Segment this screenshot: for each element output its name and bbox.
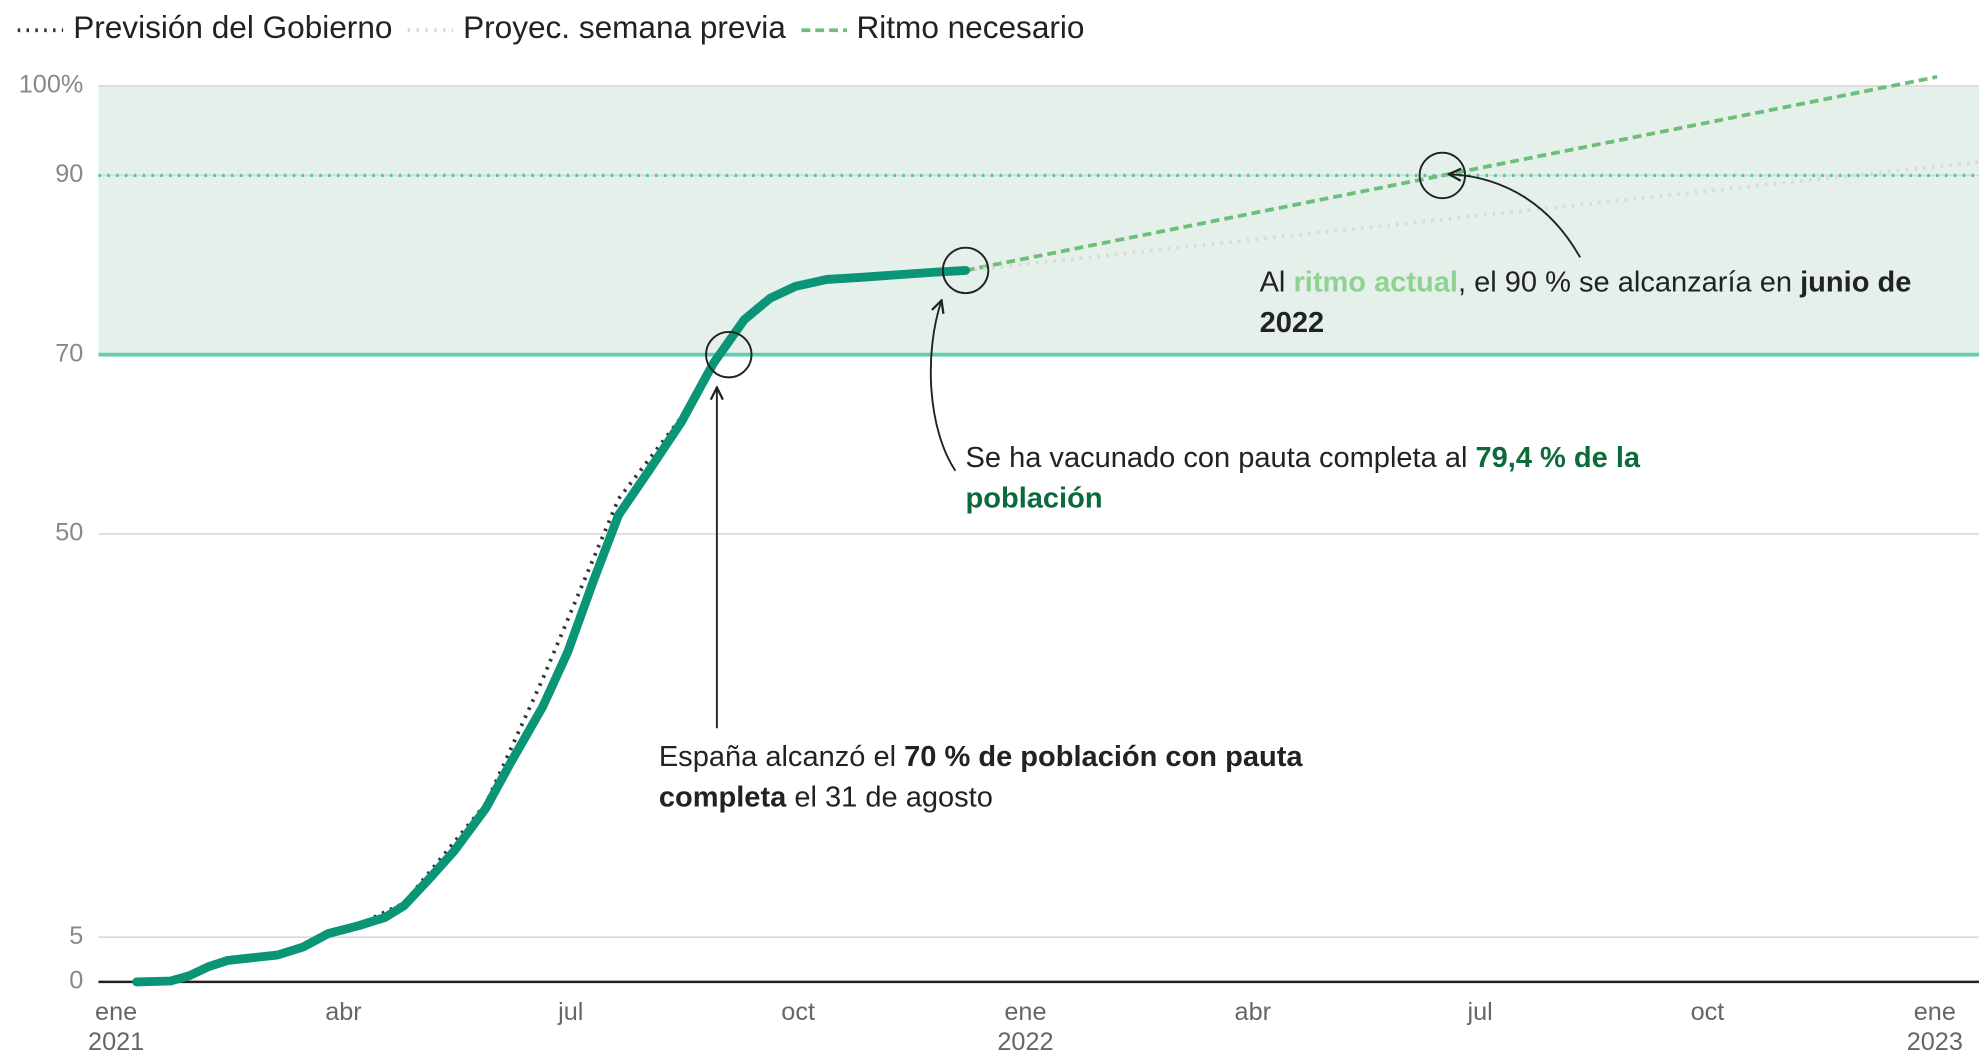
legend-swatch <box>800 28 847 33</box>
legend-label: Proyec. semana previa <box>463 10 786 46</box>
annotation-text: , el 90 % se alcanzaría en <box>1458 265 1801 298</box>
annotation-text: 79,4 % de la población <box>965 440 1641 514</box>
x-tick-label: abr <box>325 998 362 1027</box>
y-tick-label: 90 <box>55 160 83 188</box>
annotation-text: Al <box>1259 265 1294 298</box>
annotation-text: España alcanzó el <box>658 739 905 773</box>
y-tick-label: 0 <box>69 967 83 995</box>
y-tick-label: 70 <box>55 339 83 367</box>
y-tick-label: 100% <box>19 70 84 98</box>
annotation-text: el 31 de agosto <box>786 779 993 813</box>
annotation: Al ritmo actual, el 90 % se alcanzaría e… <box>1260 261 1942 342</box>
y-tick-label: 5 <box>69 922 83 950</box>
y-tick-label: 50 <box>55 519 83 547</box>
series-line <box>965 160 1979 273</box>
annotation-text: junio de 2022 <box>1259 265 1912 339</box>
x-tick-label: oct <box>781 998 815 1027</box>
highlight-circle <box>705 330 753 379</box>
x-tick-label: jul <box>1467 998 1493 1027</box>
x-tick-label: abr <box>1234 998 1272 1027</box>
legend-swatch <box>17 28 64 33</box>
annotation-text: 70 % de población con pauta completa <box>658 739 1303 813</box>
annotation: Se ha vacunado con pauta completa al 79,… <box>966 437 1711 518</box>
annotation-text: Se ha vacunado con pauta completa al <box>965 440 1476 474</box>
legend-swatch <box>407 28 453 33</box>
series-line <box>132 266 971 987</box>
x-tick-label: ene 2021 <box>88 998 145 1057</box>
highlight-circle <box>941 246 990 295</box>
x-tick-label: ene 2023 <box>1906 998 1963 1057</box>
legend-label: Ritmo necesario <box>856 10 1085 46</box>
x-tick-label: ene 2022 <box>997 998 1054 1057</box>
x-tick-label: jul <box>558 998 584 1027</box>
annotation-text: ritmo actual <box>1293 265 1459 298</box>
annotation: España alcanzó el 70 % de población con … <box>659 736 1378 817</box>
x-tick-label: oct <box>1690 998 1725 1027</box>
arrow <box>1449 174 1581 258</box>
series-line <box>965 75 1938 273</box>
legend-label: Previsión del Gobierno <box>73 10 393 46</box>
arrow <box>929 300 957 472</box>
